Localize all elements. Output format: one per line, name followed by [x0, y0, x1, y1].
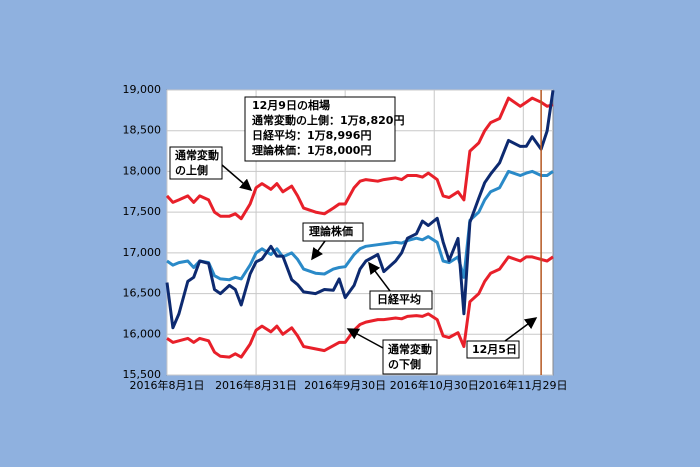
arrow [221, 164, 253, 191]
x-tick-label: 2016年8月1日 [130, 378, 205, 392]
label-box [369, 290, 433, 310]
lines [165, 90, 555, 359]
label-box [169, 146, 223, 180]
y-tick-label: 15,500 [123, 368, 162, 381]
y-tick-label: 18,000 [123, 164, 162, 177]
label-box [382, 339, 438, 375]
y-tick-label: 17,500 [123, 205, 162, 218]
annotations: 12月9日の相場 通常変動の上側：1万8,820円 日経平均：1万8,996円 … [169, 96, 538, 375]
series-line [165, 90, 555, 330]
info-text: 通常変動の上側：1万8,820円 [252, 113, 404, 127]
x-tick-label: 2016年8月31日 [215, 378, 297, 392]
label-box [302, 222, 364, 242]
series-line [166, 255, 554, 359]
info-text: 日経平均：1万8,996円 [252, 128, 371, 142]
annotation: 12月5日 [472, 343, 517, 356]
y-tick-label: 17,000 [123, 246, 162, 259]
y-tick-label: 16,500 [123, 287, 162, 300]
annotation: 日経平均 [377, 292, 421, 306]
arrow [504, 317, 538, 342]
info-box [244, 96, 396, 162]
x-tick-label: 2016年9月30日 [304, 378, 386, 392]
series-line [165, 96, 554, 221]
x-tick-label: 2016年10月30日 [390, 378, 479, 392]
annotation: の上側 [175, 163, 208, 177]
info-text: 12月9日の相場 [252, 98, 330, 112]
annotation: 通常変動 [388, 342, 432, 356]
label-box [466, 340, 520, 359]
y-tick-label: 18,500 [123, 124, 162, 137]
info-text: 理論株価：1万8,000円 [252, 143, 371, 157]
y-tick-label: 16,000 [123, 327, 162, 340]
arrow [346, 328, 384, 349]
annotation: 通常変動 [175, 148, 219, 162]
y-tick-label: 19,000 [123, 83, 162, 96]
series-line [166, 169, 554, 282]
annotation: の下側 [388, 357, 421, 371]
arrow [368, 261, 391, 292]
arrow [311, 240, 326, 261]
x-tick-label: 2016年11月29日 [479, 378, 568, 392]
annotation: 理論株価 [309, 224, 353, 238]
